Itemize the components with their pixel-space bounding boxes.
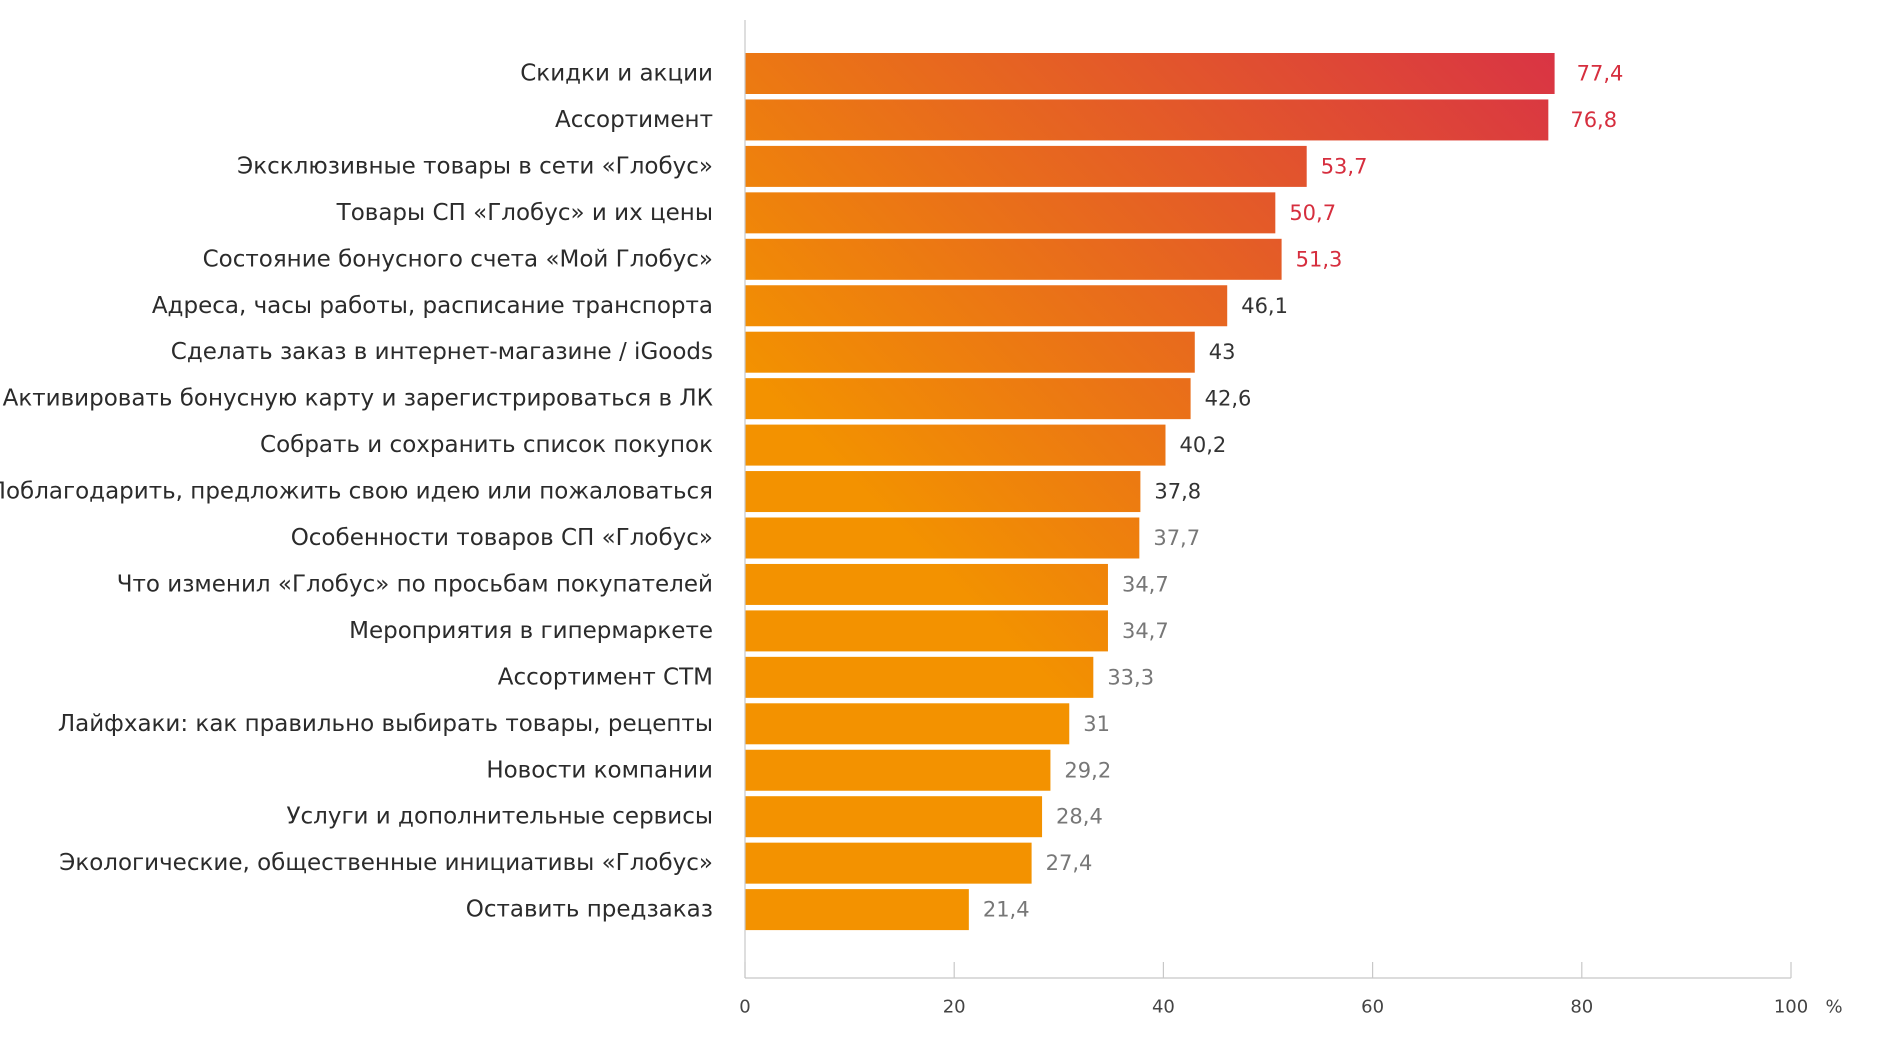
axes-group: 0 20 40 60 80 100% bbox=[739, 20, 1843, 1018]
bar-14 bbox=[745, 703, 1070, 745]
x-tick-label-0: 0 bbox=[739, 997, 750, 1018]
category-label-17: Экологические, общественные инициативы «… bbox=[59, 850, 713, 876]
x-tick-label-1: 20 bbox=[943, 997, 966, 1018]
value-label-17: 27,4 bbox=[1046, 851, 1093, 875]
category-label-12: Мероприятия в гипермаркете bbox=[349, 618, 713, 644]
value-label-12: 34,7 bbox=[1122, 619, 1169, 643]
bar-15 bbox=[745, 749, 1051, 791]
category-labels: Скидки и акции Ассортимент Эксклюзивные то… bbox=[0, 61, 713, 923]
category-label-16: Услуги и дополнительные сервисы bbox=[286, 804, 713, 830]
value-label-14: 31 bbox=[1083, 712, 1110, 736]
category-label-11: Что изменил «Глобус» по просьбам покупат… bbox=[117, 571, 713, 597]
value-label-2: 53,7 bbox=[1321, 154, 1368, 178]
bar-8 bbox=[745, 424, 1166, 466]
x-axis-unit: % bbox=[1825, 997, 1842, 1018]
value-labels: 77,4 76,8 53,7 50,7 51,3 46,143 42,6 40,2 37,8 37… bbox=[983, 62, 1624, 922]
category-label-9: Поблагодарить, предложить свою идею или … bbox=[0, 479, 713, 505]
bar-5 bbox=[745, 285, 1228, 327]
x-tick-label-4: 80 bbox=[1570, 997, 1593, 1018]
value-label-8: 40,2 bbox=[1179, 433, 1226, 457]
bar-0 bbox=[745, 53, 1555, 94]
category-label-3: Товары СП «Глобус» и их цены bbox=[336, 200, 713, 226]
value-label-7: 42,6 bbox=[1205, 387, 1252, 411]
bar-16 bbox=[745, 796, 1043, 838]
bar-6 bbox=[745, 331, 1195, 373]
value-label-4: 51,3 bbox=[1296, 247, 1343, 271]
x-tick-label-2: 40 bbox=[1152, 997, 1175, 1018]
value-label-6: 43 bbox=[1209, 340, 1236, 364]
value-label-9: 37,8 bbox=[1154, 480, 1201, 504]
bar-4 bbox=[745, 238, 1282, 280]
x-tick-label-3: 60 bbox=[1361, 997, 1384, 1018]
bar-10 bbox=[745, 517, 1140, 559]
bar-18 bbox=[745, 889, 969, 931]
category-label-4: Состояние бонусного счета «Мой Глобус» bbox=[203, 246, 713, 272]
category-label-5: Адреса, часы работы, расписание транспор… bbox=[152, 293, 713, 319]
category-label-10: Особенности товаров СП «Глобус» bbox=[291, 525, 713, 551]
value-label-0: 77,4 bbox=[1577, 62, 1624, 86]
category-label-0: Скидки и акции bbox=[520, 61, 713, 87]
category-label-7: Активировать бонусную карту и зарегистри… bbox=[3, 386, 713, 412]
value-label-10: 37,7 bbox=[1153, 526, 1200, 550]
category-label-8: Собрать и сохранить список покупок bbox=[260, 432, 713, 458]
bar-3 bbox=[745, 192, 1276, 234]
bar-13 bbox=[745, 656, 1094, 698]
bar-1 bbox=[745, 99, 1549, 141]
bar-17 bbox=[745, 842, 1032, 884]
category-label-18: Оставить предзаказ bbox=[466, 897, 713, 923]
value-label-18: 21,4 bbox=[983, 898, 1030, 922]
category-label-15: Новости компании bbox=[486, 757, 713, 783]
bar-9 bbox=[745, 471, 1141, 513]
bar-7 bbox=[745, 378, 1191, 420]
value-label-3: 50,7 bbox=[1289, 201, 1336, 225]
bar-12 bbox=[745, 610, 1108, 652]
category-label-6: Сделать заказ в интернет-магазине / iGoo… bbox=[171, 339, 713, 365]
category-label-13: Ассортимент СТМ bbox=[498, 664, 713, 690]
category-label-2: Эксклюзивные товары в сети «Глобус» bbox=[237, 153, 713, 179]
value-label-1: 76,8 bbox=[1570, 108, 1617, 132]
x-tick-label-5: 100 bbox=[1774, 997, 1808, 1018]
value-label-15: 29,2 bbox=[1064, 758, 1111, 782]
value-label-16: 28,4 bbox=[1056, 805, 1103, 829]
value-label-11: 34,7 bbox=[1122, 572, 1169, 596]
bar-2 bbox=[745, 145, 1307, 187]
bars-group bbox=[745, 53, 1555, 931]
value-label-5: 46,1 bbox=[1241, 294, 1288, 318]
category-label-1: Ассортимент bbox=[555, 107, 713, 133]
category-label-14: Лайфхаки: как правильно выбирать товары,… bbox=[58, 711, 713, 737]
bar-11 bbox=[745, 563, 1108, 605]
value-label-13: 33,3 bbox=[1107, 665, 1154, 689]
